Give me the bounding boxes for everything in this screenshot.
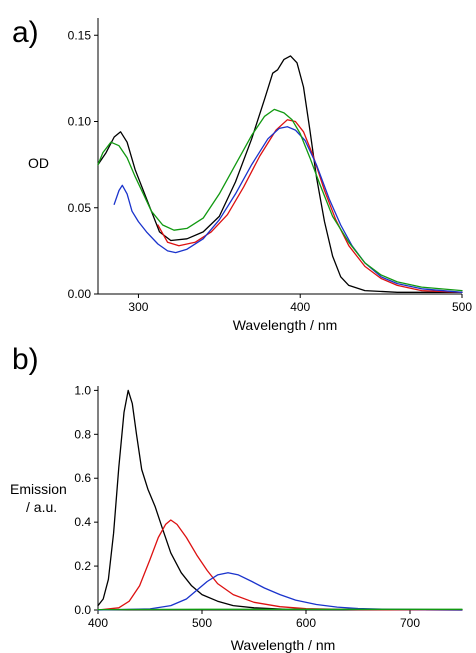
panel-b-y-tick-label: 0.4 (74, 515, 91, 529)
panel-b-y-label-line2: / a.u. (26, 499, 57, 515)
panel-b-x-tick-label: 600 (296, 616, 316, 630)
panel-a-x-tick-label: 400 (290, 300, 310, 314)
panel-a-label: a) (12, 16, 39, 49)
panel-a-series-line-3 (113, 126, 463, 293)
panel-b-x-tick-label: 400 (88, 616, 108, 630)
panel-b-series-line-3 (97, 572, 463, 611)
panel-a-y-tick-label: 0.05 (68, 201, 92, 215)
panel-a-y-label: OD (28, 155, 49, 171)
panel-a-x-tick-label: 300 (128, 300, 148, 314)
panel-a-series-line-2 (157, 119, 463, 293)
panel-b-y-tick-label: 0.6 (74, 471, 91, 485)
panel-a-series (97, 55, 463, 293)
panel-a-y-tick-label: 0.15 (68, 28, 92, 42)
panel-b-x-tick-label: 700 (400, 616, 420, 630)
panel-b-series-line-2 (97, 519, 463, 611)
panel-b-y-label-line1: Emission (10, 481, 67, 497)
panel-b: b) Emission / a.u. Wavelength / nm 400 50… (10, 343, 463, 653)
panel-b-y-tick-label: 0.2 (74, 559, 91, 573)
panel-b-x-label: Wavelength / nm (231, 637, 336, 653)
panel-a-y-tick-label: 0.10 (68, 115, 92, 129)
panel-a-x-tick-label: 500 (452, 300, 472, 314)
panel-a-series-line-4 (97, 108, 463, 292)
panel-a-axes: 300 400 500 0.00 0.05 0.10 0.15 (68, 18, 472, 314)
panel-a-y-tick-label: 0.00 (68, 287, 92, 301)
panel-a-series-line-1 (97, 55, 463, 293)
panel-b-y-tick-label: 0.8 (74, 427, 91, 441)
panel-a-x-label: Wavelength / nm (233, 317, 338, 333)
panel-b-series-line-1 (97, 389, 463, 611)
panel-b-y-tick-label: 0.0 (74, 603, 91, 617)
panel-b-label: b) (12, 343, 39, 376)
panel-b-series (97, 389, 463, 611)
panel-b-y-tick-label: 1.0 (74, 383, 91, 397)
panel-b-axes: 400 500 600 700 0.0 0.2 0.4 0.6 0.8 1.0 (74, 383, 462, 630)
panel-a: a) OD Wavelength / nm 300 400 500 0.00 0.05 0… (12, 16, 472, 333)
panel-b-x-tick-label: 500 (192, 616, 212, 630)
